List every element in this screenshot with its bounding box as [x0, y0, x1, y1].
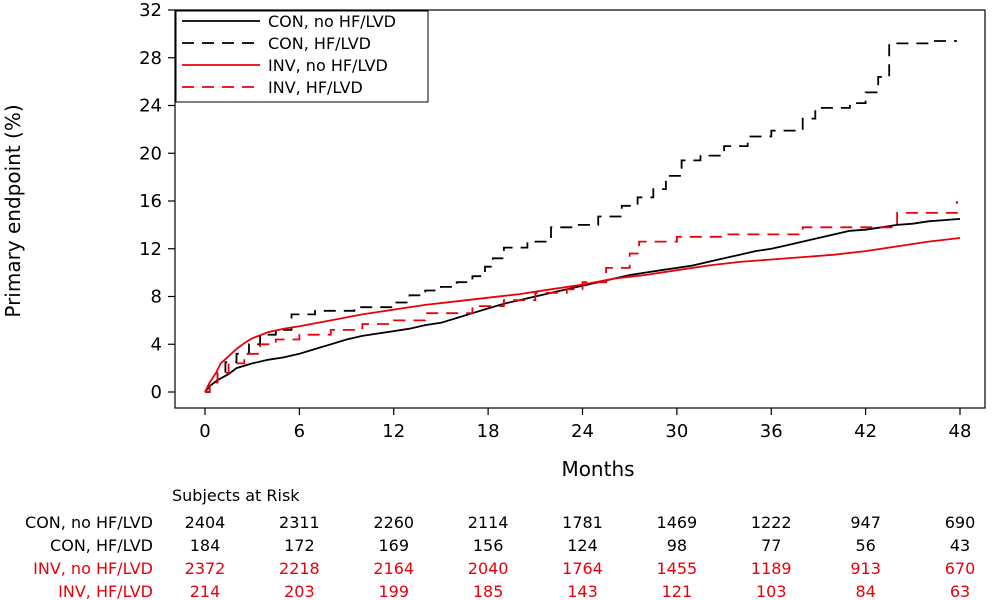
risk-value: 670	[945, 559, 976, 578]
risk-value: 214	[190, 582, 221, 600]
series-group	[204, 40, 961, 393]
risk-value: 56	[855, 536, 875, 555]
x-axis-label: Months	[561, 457, 634, 481]
x-tick-label: 12	[382, 421, 405, 442]
y-tick-label: 32	[139, 0, 162, 21]
y-tick-label: 24	[139, 96, 162, 117]
risk-value: 1222	[751, 513, 792, 532]
legend: CON, no HF/LVD CON, HF/LVD INV, no HF/LVD I…	[175, 10, 429, 103]
risk-value: 1455	[657, 559, 698, 578]
risk-value: 77	[761, 536, 781, 555]
risk-value: 913	[850, 559, 881, 578]
risk-value: 185	[473, 582, 504, 600]
risk-value: 1781	[562, 513, 603, 532]
series-line-1	[204, 218, 961, 393]
risk-value: 172	[284, 536, 315, 555]
y-tick-label: 16	[139, 191, 162, 212]
risk-value: 2040	[468, 559, 509, 578]
risk-value: 124	[567, 536, 598, 555]
y-axis-label: Primary endpoint (%)	[1, 104, 25, 317]
risk-value: 2372	[185, 559, 226, 578]
series-line-4	[205, 201, 958, 393]
risk-table-title: Subjects at Risk	[172, 486, 300, 505]
x-tick-label: 42	[854, 421, 877, 442]
y-tick-label: 12	[139, 239, 162, 260]
series-line-3	[204, 237, 961, 393]
risk-row-label: CON, HF/LVD	[50, 536, 153, 555]
legend-label-3: INV, no HF/LVD	[268, 56, 388, 75]
risk-value: 947	[850, 513, 881, 532]
x-tick-label: 0	[199, 421, 210, 442]
risk-value: 156	[473, 536, 504, 555]
risk-value: 2404	[185, 513, 226, 532]
risk-value: 690	[945, 513, 976, 532]
risk-value: 84	[855, 582, 875, 600]
risk-value: 2311	[279, 513, 320, 532]
risk-value: 103	[756, 582, 787, 600]
risk-value: 2114	[468, 513, 509, 532]
legend-label-4: INV, HF/LVD	[268, 78, 363, 97]
x-tick-label: 24	[571, 421, 594, 442]
plot-frame	[174, 9, 986, 409]
x-tick-label: 6	[294, 421, 305, 442]
risk-value: 63	[950, 582, 970, 600]
legend-box	[175, 10, 429, 103]
risk-value: 1189	[751, 559, 792, 578]
risk-value: 199	[378, 582, 409, 600]
risk-value: 203	[284, 582, 315, 600]
y-tick-label: 20	[139, 143, 162, 164]
risk-value: 169	[378, 536, 409, 555]
risk-row-label: INV, HF/LVD	[58, 582, 153, 600]
x-tick-label: 48	[949, 421, 972, 442]
risk-value: 2260	[373, 513, 414, 532]
legend-label-2: CON, HF/LVD	[268, 34, 371, 53]
x-axis: 0 6 12 18 24 30 36 42 48	[199, 408, 971, 442]
x-tick-label: 18	[477, 421, 500, 442]
risk-value: 121	[662, 582, 693, 600]
risk-value: 1469	[657, 513, 698, 532]
risk-row-label: CON, no HF/LVD	[25, 513, 153, 532]
y-tick-label: 8	[151, 287, 162, 308]
risk-value: 2218	[279, 559, 320, 578]
risk-row-label: INV, no HF/LVD	[33, 559, 153, 578]
y-tick-label: 0	[151, 382, 162, 403]
x-tick-label: 30	[665, 421, 688, 442]
risk-value: 143	[567, 582, 598, 600]
risk-value: 98	[667, 536, 687, 555]
risk-table: CON, no HF/LVD 2404 2311 2260 2114 1781 1469 12…	[25, 513, 975, 600]
risk-value: 1764	[562, 559, 603, 578]
y-axis: 0 4 8 12 16 20 24 28 32	[139, 0, 175, 403]
risk-value: 184	[190, 536, 221, 555]
y-tick-label: 28	[139, 48, 162, 69]
x-tick-label: 36	[760, 421, 783, 442]
risk-value: 2164	[373, 559, 414, 578]
legend-label-1: CON, no HF/LVD	[268, 12, 396, 31]
y-tick-label: 4	[151, 334, 162, 355]
risk-value: 43	[950, 536, 970, 555]
series-line-2	[205, 40, 957, 393]
